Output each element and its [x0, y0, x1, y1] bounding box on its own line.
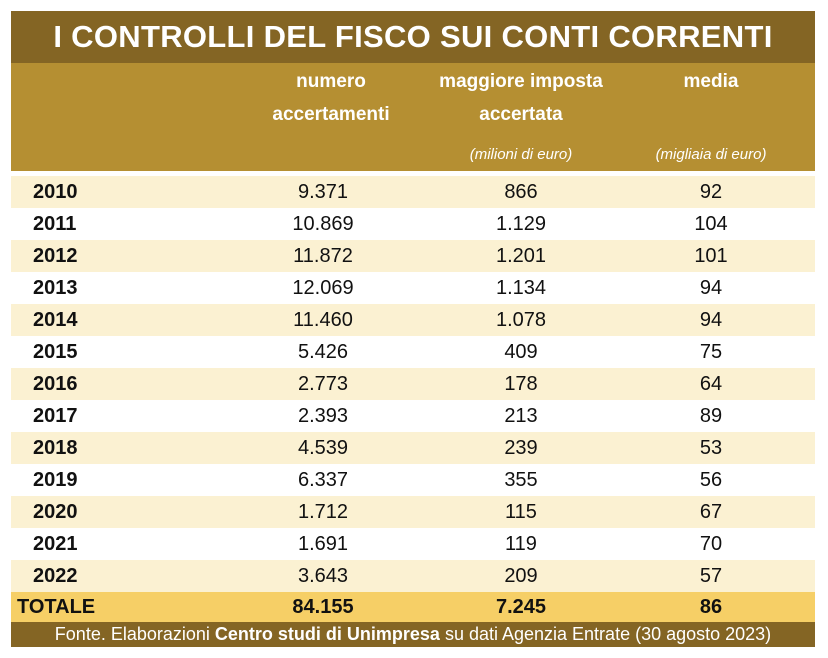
row-numero: 5.426	[297, 341, 349, 363]
total-numero: 84.155	[292, 596, 354, 618]
row-numero: 1.712	[297, 501, 349, 523]
row-imposta: 119	[505, 533, 537, 555]
footer-source-bold: Centro studi di Unimpresa	[214, 624, 440, 644]
row-media: 57	[699, 565, 723, 587]
table-row: 2018 4.539 239 53	[11, 432, 815, 464]
row-media: 56	[699, 469, 723, 491]
column-header-imposta-line1: maggiore imposta	[439, 71, 603, 92]
table-row: 2013 12.069 1.134 94	[11, 272, 815, 304]
row-year: 2010	[33, 181, 78, 203]
column-header-media-unit: (migliaia di euro)	[655, 146, 767, 163]
row-year: 2018	[33, 437, 78, 459]
row-media: 64	[699, 373, 723, 395]
row-numero: 6.337	[297, 469, 349, 491]
row-year: 2017	[33, 405, 78, 427]
row-media: 101	[694, 245, 728, 267]
row-imposta: 213	[504, 405, 538, 427]
row-imposta: 355	[504, 469, 538, 491]
total-label: TOTALE	[17, 596, 96, 618]
row-year: 2012	[33, 245, 78, 267]
column-header-numero-line1: numero	[296, 71, 366, 92]
column-header-imposta-line2: accertata	[479, 104, 563, 125]
row-numero: 11.460	[293, 309, 353, 331]
row-media: 70	[699, 533, 723, 555]
row-year: 2019	[33, 469, 78, 491]
row-imposta: 1.201	[495, 245, 547, 267]
table-row: 2021 1.691 119 70	[11, 528, 815, 560]
footer-suffix: su dati Agenzia Entrate (30 agosto 2023)	[444, 624, 772, 644]
table-title: I CONTROLLI DEL FISCO SUI CONTI CORRENTI	[11, 11, 815, 63]
row-media: 94	[699, 277, 723, 299]
row-numero: 4.539	[297, 437, 349, 459]
table-row: 2015 5.426 409 75	[11, 336, 815, 368]
row-numero: 3.643	[297, 565, 349, 587]
row-media: 67	[699, 501, 723, 523]
row-year: 2022	[33, 565, 78, 587]
row-media: 94	[699, 309, 723, 331]
row-media: 89	[699, 405, 723, 427]
row-year: 2015	[33, 341, 78, 363]
row-year: 2013	[33, 277, 78, 299]
row-imposta: 239	[504, 437, 538, 459]
source-footer: Fonte. Elaborazioni Centro studi di Unim…	[11, 622, 815, 647]
column-header-media: media (migliaia di euro)	[639, 65, 783, 169]
row-numero: 10.869	[292, 213, 354, 235]
row-media: 53	[699, 437, 723, 459]
row-numero: 2.393	[297, 405, 349, 427]
row-media: 104	[694, 213, 728, 235]
table-row: 2022 3.643 209 57	[11, 560, 815, 592]
row-imposta: 409	[504, 341, 538, 363]
column-header-imposta-unit: (milioni di euro)	[469, 146, 573, 163]
table-row: 2017 2.393 213 89	[11, 400, 815, 432]
row-imposta: 1.129	[495, 213, 547, 235]
row-year: 2020	[33, 501, 78, 523]
column-header-imposta: maggiore imposta accertata (milioni di e…	[416, 65, 626, 169]
row-year: 2011	[33, 213, 77, 235]
row-imposta: 1.134	[495, 277, 547, 299]
row-numero: 12.069	[292, 277, 354, 299]
column-header-numero: numero accertamenti	[251, 65, 411, 169]
row-numero: 1.691	[297, 533, 349, 555]
table-card: I CONTROLLI DEL FISCO SUI CONTI CORRENTI…	[11, 11, 815, 647]
table-body: 2010 9.371 866 92 2011 10.869 1.129 104 2012 11.8…	[11, 176, 815, 592]
row-year: 2014	[33, 309, 78, 331]
row-media: 75	[699, 341, 723, 363]
table-row: 2012 11.872 1.201 101	[11, 240, 815, 272]
table-row: 2019 6.337 355 56	[11, 464, 815, 496]
total-media: 86	[699, 596, 723, 618]
row-numero: 9.371	[297, 181, 349, 203]
table-row: 2020 1.712 115 67	[11, 496, 815, 528]
footer-prefix: Fonte. Elaborazioni	[54, 624, 210, 644]
row-numero: 2.773	[297, 373, 349, 395]
row-media: 92	[699, 181, 723, 203]
row-year: 2016	[33, 373, 78, 395]
column-header-media-line1: media	[683, 71, 739, 92]
row-imposta: 209	[504, 565, 538, 587]
table-row: 2016 2.773 178 64	[11, 368, 815, 400]
row-imposta: 1.078	[495, 309, 547, 331]
table-row: 2011 10.869 1.129 104	[11, 208, 815, 240]
column-header-numero-line2: accertamenti	[272, 104, 390, 125]
table-total-row: TOTALE 84.155 7.245 86	[11, 592, 815, 622]
row-imposta: 115	[505, 501, 537, 523]
row-numero: 11.872	[293, 245, 353, 267]
row-year: 2021	[33, 533, 78, 555]
table-row: 2010 9.371 866 92	[11, 176, 815, 208]
table-row: 2014 11.460 1.078 94	[11, 304, 815, 336]
total-imposta: 7.245	[495, 596, 547, 618]
table-header: numero accertamenti maggiore imposta acc…	[11, 63, 815, 171]
row-imposta: 866	[504, 181, 538, 203]
row-imposta: 178	[504, 373, 538, 395]
